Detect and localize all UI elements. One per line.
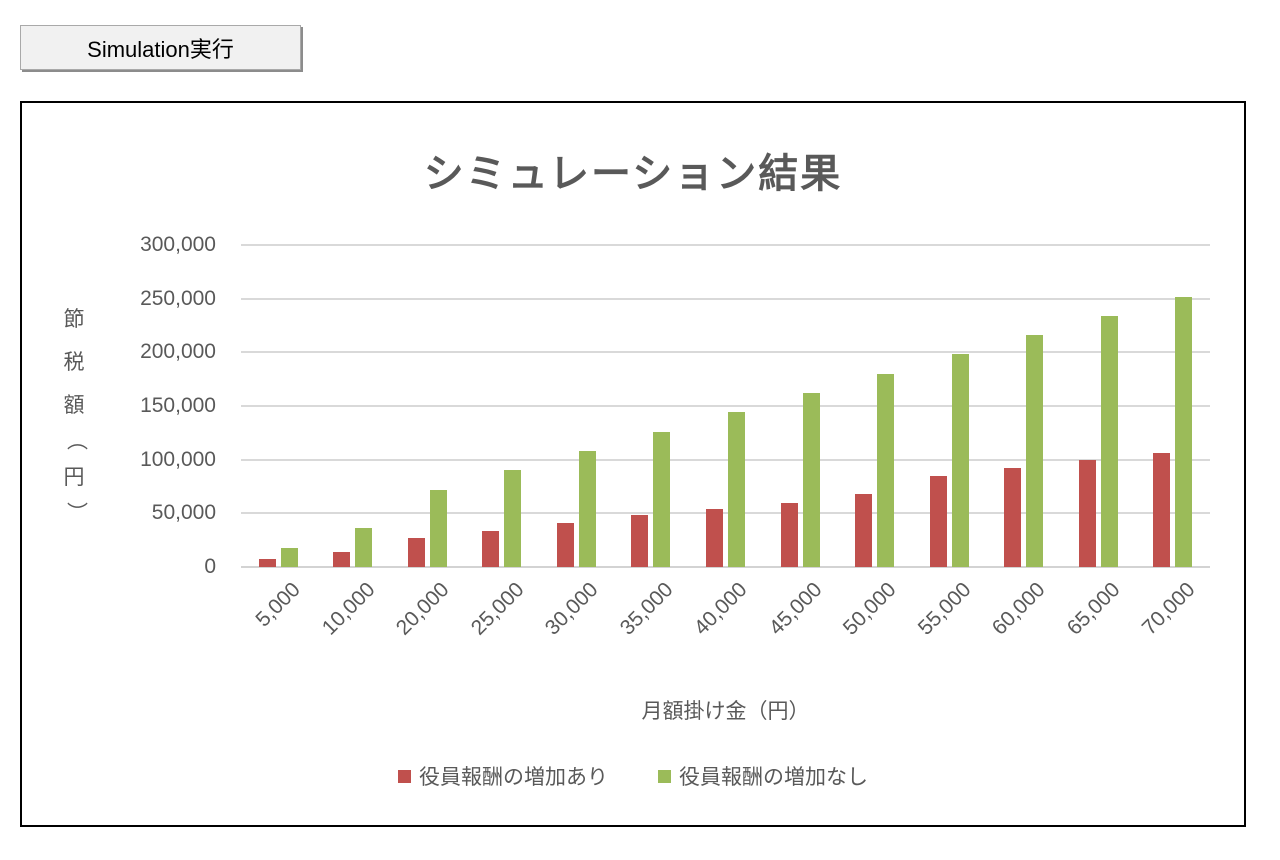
bar-with-increase-25000	[482, 530, 500, 567]
bar-with-increase-20000	[407, 538, 425, 567]
bar-with-increase-10000	[333, 551, 351, 567]
chart-frame[interactable]: シミュレーション結果 節 税 額 （ 円 ） 0 50,000 100,000 150…	[20, 101, 1246, 827]
bar-without-increase-30000	[578, 451, 596, 567]
x-tick-label: 30,000	[541, 578, 603, 640]
y-tick-label: 250,000	[140, 286, 216, 310]
legend-item-with-increase: 役員報酬の増加あり	[398, 761, 608, 791]
x-tick-label: 65,000	[1062, 578, 1125, 640]
bar-with-increase-70000	[1153, 453, 1171, 567]
gridline	[241, 244, 1210, 246]
bar-with-increase-45000	[780, 502, 798, 567]
bar-without-increase-60000	[1026, 335, 1044, 567]
run-simulation-button[interactable]: Simulation実行	[20, 25, 301, 70]
y-tick-label: 100,000	[140, 447, 216, 471]
gridline	[241, 458, 1210, 461]
bar-without-increase-65000	[1100, 315, 1118, 567]
x-tick-label: 60,000	[988, 578, 1050, 640]
bar-with-increase-65000	[1078, 459, 1096, 567]
x-tick-label: 35,000	[615, 578, 678, 640]
chart-title: シミュレーション結果	[423, 152, 843, 196]
gridline	[241, 405, 1210, 407]
bar-with-increase-35000	[631, 515, 649, 567]
x-tick-label: 50,000	[839, 578, 901, 640]
y-tick-label: 300,000	[140, 233, 216, 256]
x-tick-label: 10,000	[317, 578, 380, 640]
legend-item-without-increase: 役員報酬の増加なし	[658, 761, 868, 791]
bar-without-increase-70000	[1175, 296, 1193, 567]
bar-without-increase-25000	[504, 470, 522, 567]
x-tick-label: 70,000	[1137, 578, 1199, 640]
y-axis-title-char: 節	[63, 308, 85, 331]
gridline	[241, 512, 1210, 515]
y-axis-title: 節 税 額 （ 円 ）	[57, 303, 91, 523]
bar-with-increase-60000	[1004, 468, 1022, 567]
x-tick-label: 45,000	[764, 578, 827, 640]
bar-with-increase-50000	[855, 494, 873, 567]
bar-without-increase-5000	[280, 547, 298, 567]
y-tick-label: 200,000	[140, 340, 216, 364]
x-tick-label: 55,000	[913, 578, 976, 640]
bar-without-increase-10000	[355, 528, 373, 567]
y-tick-label: 0	[204, 555, 216, 578]
bar-with-increase-5000	[258, 559, 276, 567]
x-axis-title: 月額掛け金（円）	[641, 700, 810, 723]
y-tick-label: 50,000	[151, 501, 216, 525]
bar-without-increase-20000	[429, 489, 447, 567]
gridline	[241, 351, 1210, 354]
legend-swatch-with-increase	[398, 769, 411, 783]
y-axis-title-char: 円	[63, 466, 85, 489]
legend-label-without-increase: 役員報酬の増加なし	[679, 766, 868, 789]
bar-without-increase-35000	[653, 431, 671, 567]
x-axis-line	[241, 566, 1210, 568]
bar-without-increase-50000	[877, 373, 895, 567]
x-tick-label: 25,000	[466, 578, 529, 640]
bar-without-increase-55000	[951, 354, 969, 567]
legend: 役員報酬の増加あり 役員報酬の増加なし	[22, 761, 1244, 791]
y-tick-label: 150,000	[140, 394, 216, 417]
bar-without-increase-45000	[802, 393, 820, 567]
x-tick-label: 20,000	[391, 578, 454, 640]
y-axis-title-char: 額	[63, 394, 85, 417]
bar-with-increase-40000	[706, 509, 723, 567]
x-tick-label: 40,000	[690, 578, 752, 640]
x-tick-label: 5,000	[251, 578, 305, 632]
bar-with-increase-55000	[929, 475, 947, 567]
bar-without-increase-40000	[728, 412, 745, 567]
bar-with-increase-30000	[556, 522, 574, 567]
gridline	[241, 297, 1210, 300]
legend-swatch-without-increase	[658, 769, 671, 783]
legend-label-with-increase: 役員報酬の増加あり	[419, 766, 608, 789]
y-axis-title-char: 税	[63, 351, 85, 374]
